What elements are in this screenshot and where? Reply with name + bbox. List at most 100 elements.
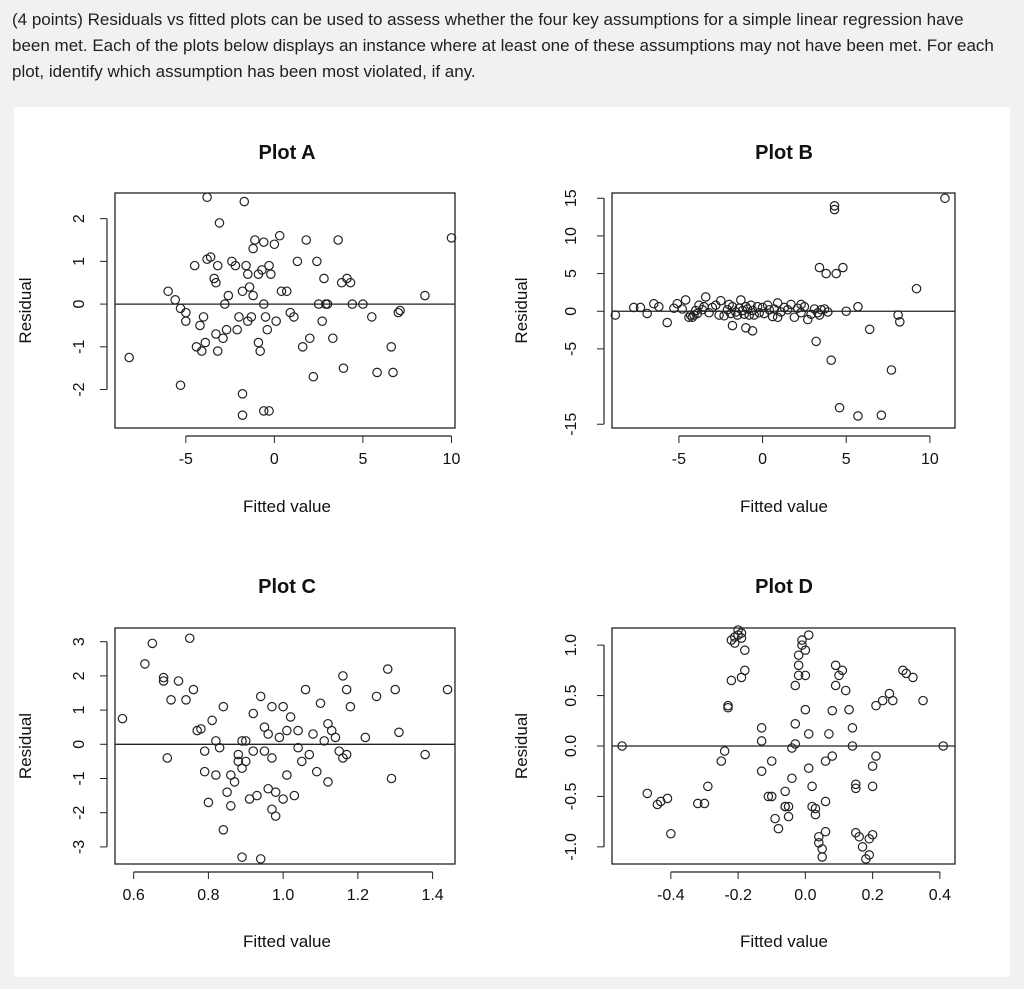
y-tick-label: 10 (563, 227, 580, 245)
data-point (282, 725, 292, 736)
x-tick-label: -0.2 (724, 887, 752, 904)
data-point (345, 277, 356, 288)
data-point (802, 314, 813, 325)
data-point (246, 312, 257, 322)
data-point (803, 729, 814, 739)
data-point (258, 299, 269, 309)
x-tick-label: 1.4 (421, 887, 443, 904)
y-tick-label: 15 (563, 189, 580, 207)
data-point (202, 192, 212, 203)
data-point (752, 301, 763, 312)
data-point (240, 736, 251, 746)
data-point (867, 829, 878, 840)
data-point (704, 307, 714, 318)
data-point (824, 729, 834, 739)
data-point (394, 727, 404, 738)
y-tick-label: -5 (563, 342, 580, 356)
data-point (787, 773, 797, 784)
data-point (727, 320, 738, 331)
data-point (262, 324, 273, 335)
data-point (699, 798, 710, 809)
data-point (767, 311, 778, 322)
data-point (328, 333, 338, 344)
data-point (233, 749, 244, 760)
data-point (756, 723, 767, 733)
data-point (727, 301, 738, 312)
x-tick-label: 1.2 (347, 887, 369, 904)
data-point (749, 310, 760, 320)
data-point (304, 333, 315, 344)
data-point (940, 193, 950, 204)
data-point (854, 831, 864, 842)
data-point (209, 273, 219, 284)
data-point (386, 773, 397, 784)
data-point (341, 684, 352, 695)
plot-panel-2: Plot C 0.6 0.8 1.0 1.2 1.4 -3 -2 -1 0 1 2 3 Fitted va… (16, 576, 456, 951)
plot-panel-1: Plot B -5 0 5 10 -15 -5 0 5 10 15 Fitted value Resid… (512, 142, 956, 516)
data-point (237, 736, 247, 746)
data-point (864, 324, 875, 335)
data-point (255, 854, 266, 864)
data-point (319, 736, 330, 746)
data-point (725, 308, 736, 319)
data-point (654, 301, 664, 312)
plot-title: Plot B (755, 142, 813, 164)
data-point (826, 355, 836, 366)
data-point (662, 793, 673, 804)
data-point (252, 790, 262, 801)
data-point (790, 739, 801, 749)
data-point (830, 680, 841, 691)
y-axis-label: Residual (16, 277, 35, 343)
x-tick-label: -0.4 (657, 887, 685, 904)
data-point (772, 312, 783, 323)
data-point (723, 702, 733, 713)
data-point (211, 736, 221, 746)
data-point (841, 306, 852, 317)
data-point (740, 665, 750, 676)
data-point (188, 684, 199, 695)
data-point (259, 746, 270, 756)
data-point (211, 329, 221, 339)
data-point (757, 302, 768, 313)
plot-panel-0: Plot A -5 0 5 10 -2 -1 0 1 2 Fitted value Residual (16, 142, 460, 516)
data-point (260, 312, 271, 322)
data-point (837, 665, 848, 676)
data-point (308, 371, 319, 382)
data-point (871, 751, 881, 761)
data-point (886, 365, 897, 375)
data-point (816, 304, 826, 315)
data-point (163, 286, 173, 297)
data-point (181, 695, 191, 705)
data-point (323, 777, 333, 787)
x-tick-label: 0 (270, 451, 279, 468)
data-point (857, 842, 868, 852)
data-point (253, 337, 264, 348)
data-point (740, 645, 750, 655)
data-point (790, 719, 801, 729)
y-axis-label: Residual (16, 713, 35, 779)
data-point (267, 753, 277, 763)
data-point (830, 660, 841, 671)
data-point (834, 670, 844, 681)
data-point (253, 269, 264, 279)
data-point (181, 307, 191, 318)
data-point (844, 704, 854, 715)
y-tick-label: 5 (563, 269, 580, 278)
data-point (662, 317, 673, 328)
data-point (264, 260, 274, 271)
plot-frame (114, 627, 456, 865)
data-point (395, 305, 405, 316)
x-axis-label: Fitted value (740, 497, 828, 516)
data-point (853, 301, 863, 312)
data-point (241, 260, 251, 271)
data-point (782, 304, 793, 315)
data-point (117, 713, 128, 724)
plot-title: Plot C (258, 576, 316, 598)
plot-title: Plot A (258, 142, 315, 164)
data-point (293, 725, 303, 736)
data-point (652, 799, 663, 810)
data-point (196, 346, 207, 356)
data-point (867, 761, 878, 771)
data-point (810, 809, 821, 820)
data-point (827, 705, 838, 716)
